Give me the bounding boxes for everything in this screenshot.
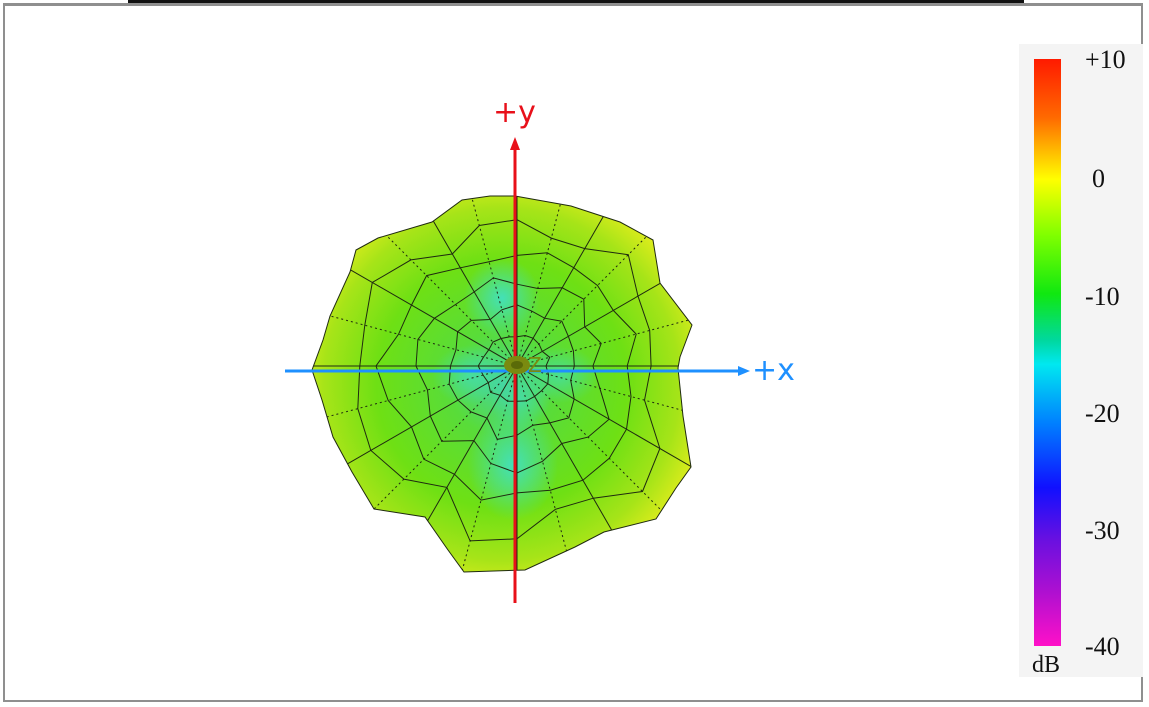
low-gain-region: [464, 258, 540, 338]
mesh-spoke: [516, 282, 661, 367]
mesh-ring: [357, 219, 661, 542]
x-axis-label: +x: [752, 353, 795, 388]
mesh-spoke: [516, 365, 662, 511]
mesh-ring: [448, 304, 575, 440]
scale-unit-label: dB: [1032, 652, 1061, 678]
top-divider: [128, 0, 1024, 3]
mesh-spoke: [329, 315, 518, 367]
mesh-spoke: [386, 235, 518, 367]
mesh-spoke: [350, 269, 518, 367]
y-axis: [510, 137, 520, 603]
mesh-spoke: [432, 220, 518, 367]
mesh-spoke: [516, 365, 567, 552]
z-axis-label: Z: [528, 353, 542, 377]
low-gain-region: [468, 410, 558, 520]
mesh-spoke: [516, 365, 613, 531]
z-axis-origin: [504, 356, 530, 374]
mesh-spoke: [461, 365, 518, 570]
mesh-spoke: [516, 365, 692, 467]
low-gain-region: [432, 345, 508, 405]
mesh-ring: [415, 277, 610, 474]
mesh-ring: [375, 252, 637, 501]
scale-tick-label: -10: [1085, 282, 1120, 311]
low-gain-region: [490, 370, 550, 430]
mesh-spoke: [516, 216, 604, 367]
mesh-spoke: [516, 236, 647, 367]
mesh-ring: [477, 334, 551, 402]
scale-tick-label: 0: [1092, 164, 1105, 193]
scale-tick-label: +10: [1085, 45, 1126, 74]
scale-tick-label: -20: [1085, 399, 1120, 428]
mesh-spoke: [373, 365, 518, 510]
y-axis-label: +y: [493, 95, 536, 130]
mesh-spoke: [427, 365, 518, 522]
color-scale-bar: [1034, 59, 1061, 646]
mesh-spoke: [347, 365, 518, 465]
mesh-spoke: [471, 198, 518, 367]
pattern-mesh: [313, 196, 692, 571]
scale-tick-label: -30: [1085, 516, 1120, 545]
scale-tick-label: -40: [1085, 632, 1120, 661]
